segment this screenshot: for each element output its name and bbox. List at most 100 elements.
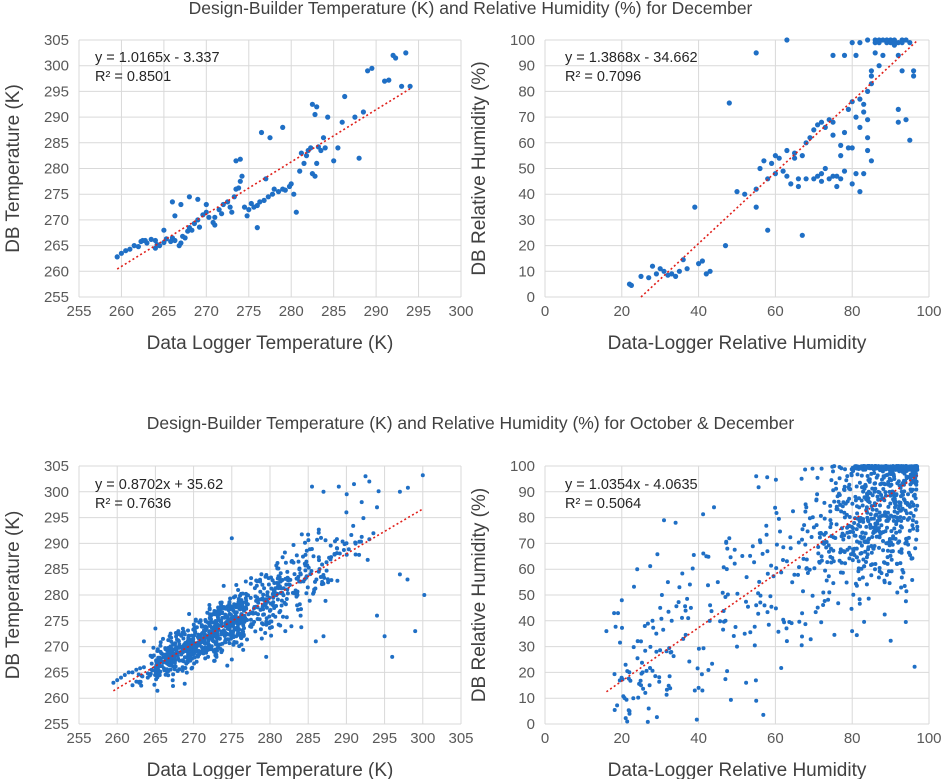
data-point <box>769 563 774 568</box>
data-point <box>270 603 275 608</box>
data-point <box>676 268 683 274</box>
data-point <box>735 591 740 596</box>
data-point <box>342 542 347 547</box>
data-point <box>895 481 900 486</box>
data-point <box>857 124 863 130</box>
r-squared-label: R² = 0.5064 <box>565 496 641 512</box>
data-point <box>122 673 127 677</box>
data-point <box>165 648 170 653</box>
data-point <box>797 565 801 570</box>
data-point <box>728 555 733 560</box>
data-point <box>870 486 875 491</box>
data-point <box>828 518 833 523</box>
data-point <box>864 582 869 587</box>
data-point <box>740 554 745 558</box>
data-point <box>635 639 640 644</box>
x-tick-label: 20 <box>613 303 630 320</box>
data-point <box>407 83 413 89</box>
data-point <box>816 551 821 556</box>
data-point <box>312 111 318 118</box>
data-point <box>309 569 314 573</box>
data-point <box>758 600 763 605</box>
data-point <box>821 590 826 595</box>
data-point <box>229 622 234 627</box>
data-point <box>658 605 663 610</box>
data-point <box>180 631 185 636</box>
data-point <box>818 171 825 177</box>
data-point <box>230 630 235 635</box>
data-point <box>205 640 210 645</box>
data-point <box>276 574 281 579</box>
data-point <box>604 629 609 634</box>
data-point <box>748 553 753 558</box>
data-point <box>673 273 679 279</box>
data-point <box>886 510 890 515</box>
data-point <box>258 627 263 632</box>
data-point <box>857 505 862 510</box>
data-point <box>642 624 647 628</box>
data-point <box>843 561 848 566</box>
data-point <box>863 549 868 554</box>
figure-title-top: Design-Builder Temperature (K) and Relat… <box>188 0 753 18</box>
data-point <box>857 496 861 501</box>
data-point <box>158 640 163 645</box>
data-point <box>233 158 239 164</box>
data-point <box>865 37 871 43</box>
data-point <box>880 52 886 59</box>
data-point <box>365 68 371 74</box>
data-point <box>859 543 864 548</box>
data-point <box>353 552 358 557</box>
data-point <box>211 648 216 653</box>
data-point <box>674 604 679 609</box>
data-point <box>612 672 617 677</box>
data-point <box>891 534 896 539</box>
data-point <box>643 648 648 653</box>
data-point <box>158 643 163 648</box>
data-point <box>904 539 909 544</box>
data-point <box>168 644 173 649</box>
data-point <box>861 557 866 562</box>
data-point <box>788 546 793 551</box>
data-point <box>628 282 635 288</box>
data-point <box>134 667 139 672</box>
data-point <box>334 546 339 551</box>
data-point <box>792 572 797 577</box>
data-point <box>906 492 910 497</box>
data-point <box>818 178 825 184</box>
data-point <box>881 539 885 543</box>
data-point <box>696 685 701 690</box>
data-point <box>643 690 648 695</box>
data-point <box>688 605 693 610</box>
data-point <box>899 68 905 74</box>
data-point <box>283 560 288 565</box>
data-point <box>895 40 901 46</box>
data-point <box>696 261 702 267</box>
data-point <box>826 176 832 182</box>
data-point <box>173 646 178 651</box>
data-point <box>301 160 307 166</box>
data-point <box>908 511 913 516</box>
data-point <box>845 106 852 112</box>
data-point <box>680 615 684 620</box>
data-point <box>212 222 218 228</box>
data-point <box>186 636 191 640</box>
data-point <box>234 640 239 645</box>
x-tick-label: 260 <box>105 730 130 747</box>
data-point <box>655 552 660 557</box>
data-point <box>903 500 908 505</box>
data-point <box>861 101 867 107</box>
data-point <box>883 529 888 534</box>
data-point <box>297 168 303 174</box>
data-point <box>774 566 779 571</box>
data-point <box>635 567 640 572</box>
data-point <box>884 541 889 546</box>
data-point <box>234 583 239 587</box>
data-point <box>313 586 318 591</box>
data-point <box>874 525 879 530</box>
data-point <box>657 679 662 684</box>
data-point <box>721 627 726 632</box>
data-point <box>278 571 283 576</box>
data-point <box>189 640 194 645</box>
data-point <box>909 480 914 485</box>
x-axis-label: Data-Logger Relative Humidity <box>608 333 867 354</box>
